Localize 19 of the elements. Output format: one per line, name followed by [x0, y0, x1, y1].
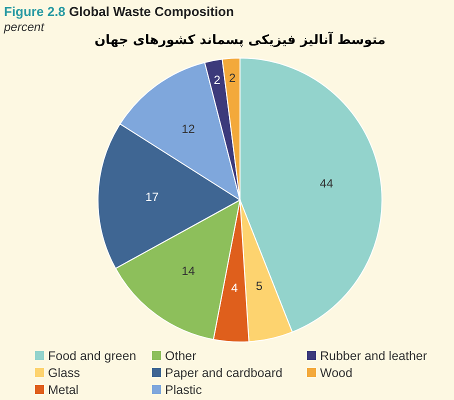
data-label: 5	[256, 278, 263, 293]
chart-subtitle: percent	[3, 20, 45, 34]
data-label: 12	[182, 122, 196, 136]
text: متوسط آنالیز فیزیکی پسماند کشورهای جهان	[94, 31, 386, 48]
legend-label: Wood	[320, 366, 352, 380]
legend-label: Food and green	[48, 349, 136, 363]
legend-label: Plastic	[165, 383, 202, 397]
legend-label: Glass	[48, 366, 80, 380]
data-label: 17	[145, 190, 159, 204]
legend-label: Rubber and leather	[320, 349, 428, 363]
chart-title: Figure 2.8 Global Waste Composition	[4, 4, 234, 19]
data-label: 14	[182, 264, 196, 278]
data-label: 2	[228, 71, 236, 86]
data-label: 2	[214, 73, 221, 88]
data-label: 44	[320, 176, 334, 191]
data-label: 4	[231, 280, 238, 295]
legend-label: Paper and cardboard	[165, 366, 282, 380]
legend-label: Other	[165, 349, 196, 363]
legend-label: Metal	[48, 383, 79, 397]
